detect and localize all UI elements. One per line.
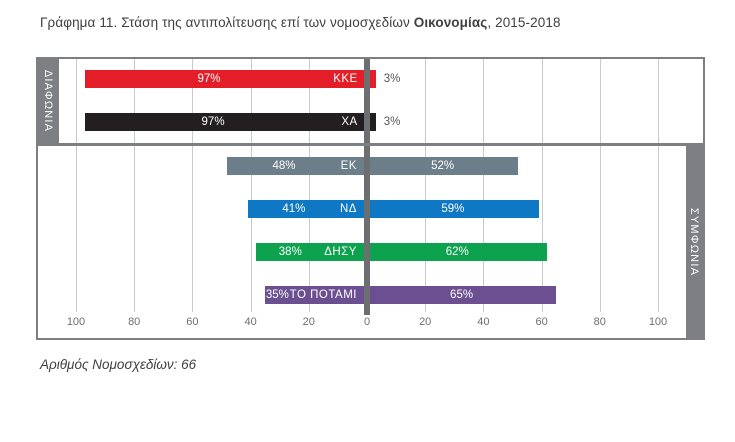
gridline [541,59,543,143]
gridline [192,59,194,143]
tick-label: 40 [477,316,490,328]
agree-value-label: 65% [450,289,474,301]
agree-value-label: 59% [441,203,465,215]
zero-axis-line [364,146,370,315]
agreement-panel: 100 80 60 40 20 0 20 40 60 80 100 48% ΕΚ 52% 41% ΝΔ 59% 3… [36,146,705,340]
gridline [541,146,543,312]
tick-label: 0 [363,316,371,328]
right-axis-label: ΣΥΜΦΩΝΙΑ [688,207,701,277]
figure-title-suffix: , 2015-2018 [487,15,561,30]
disagree-bar: 41% ΝΔ [247,200,367,218]
gridline [308,59,310,143]
tick-label: 100 [66,316,86,328]
party-label: ΔΗΣΥ [324,246,357,258]
gridline [134,146,136,312]
disagree-bar: 38% ΔΗΣΥ [256,243,367,261]
party-label: ΕΚ [340,160,357,172]
gridline [483,146,485,312]
diverging-bar-chart: ΔΙΑΦΩΝΙΑ 97% ΚΚΕ 3% 97% ΧΑ 3% 100 80 60 40 20 0 20 4… [36,57,705,340]
tick-label: 100 [648,316,668,328]
gridline [250,146,252,312]
disagree-value-label: 35% [265,289,289,301]
gridline [76,59,77,143]
party-label: ΧΑ [341,116,358,128]
tick-label: 60 [535,316,548,328]
agree-bar: 52% [367,157,519,175]
bills-count-footnote: Αριθμός Νομοσχεδίων: 66 [40,357,197,372]
party-label: ΤΟ ΠΟΤΑΜΙ [289,289,357,301]
agree-value-label: 62% [445,246,469,258]
tick-label: 20 [302,316,315,328]
left-axis-label: ΔΙΑΦΩΝΙΑ [42,69,55,133]
agree-value-label: 3% [383,116,401,128]
disagree-bar: 35% ΤΟ ΠΟΤΑΜΙ [265,286,367,304]
gridline [599,59,601,143]
agree-bar: 59% [367,200,539,218]
gridline [192,146,194,312]
gridline [599,146,601,312]
agree-bar: 62% [367,243,548,261]
disagreement-panel: ΔΙΑΦΩΝΙΑ 97% ΚΚΕ 3% 97% ΧΑ 3% [36,57,705,146]
party-bar: 97% ΧΑ [84,113,376,131]
figure-title: Γράφημα 11. Στάση της αντιπολίτευσης επί… [40,15,700,30]
party-label: ΝΔ [339,203,357,215]
gridline [483,59,485,143]
left-axis-strip: ΔΙΑΦΩΝΙΑ [38,59,59,143]
tick-label: 80 [128,316,141,328]
gridline [425,146,427,312]
agree-value-label: 52% [431,160,455,172]
tick-label: 40 [244,316,257,328]
agreement-plot-area: 100 80 60 40 20 0 20 40 60 80 100 48% ΕΚ 52% 41% ΝΔ 59% 3… [38,146,703,338]
disagree-value-label: 41% [282,203,306,215]
gridline [308,146,310,312]
zero-axis-line [364,59,370,143]
tick-label: 80 [593,316,606,328]
figure-title-topic: Οικονομίας [413,15,488,30]
tick-label: 60 [186,316,199,328]
gridline [658,146,659,312]
gridline [658,59,659,143]
figure-title-prefix: Γράφημα 11. Στάση της αντιπολίτευσης επί… [40,15,414,30]
gridline [425,59,427,143]
right-axis-strip: ΣΥΜΦΩΝΙΑ [686,146,703,338]
gridline [76,146,77,312]
tick-label: 20 [419,316,432,328]
party-bar: 97% ΚΚΕ [84,70,376,88]
disagree-value-label: 97% [201,116,225,128]
disagree-value-label: 48% [272,160,296,172]
agree-bar: 65% [367,286,557,304]
disagree-value-label: 97% [197,73,221,85]
gridline [250,59,252,143]
disagree-value-label: 38% [278,246,302,258]
disagreement-plot-area: 97% ΚΚΕ 3% 97% ΧΑ 3% [38,59,703,143]
agree-value-label: 3% [383,73,401,85]
party-label: ΚΚΕ [333,73,358,85]
gridline [134,59,136,143]
disagree-bar: 48% ΕΚ [227,157,367,175]
